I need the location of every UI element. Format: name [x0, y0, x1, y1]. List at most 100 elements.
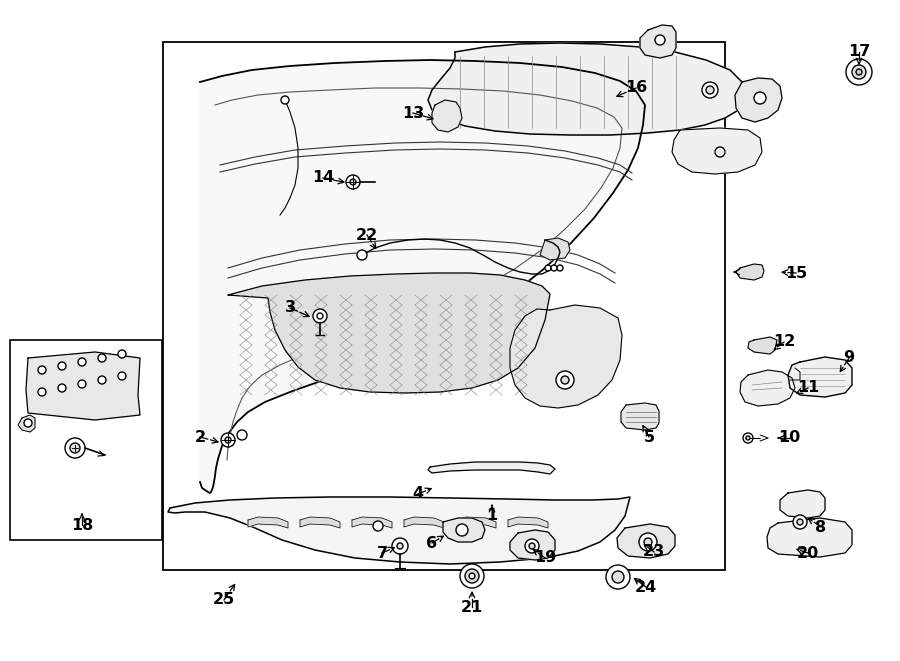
Circle shape	[38, 388, 46, 396]
Circle shape	[639, 533, 657, 551]
Polygon shape	[428, 462, 555, 474]
Circle shape	[702, 82, 718, 98]
Circle shape	[793, 515, 807, 529]
Polygon shape	[300, 517, 340, 528]
Circle shape	[65, 438, 85, 458]
Text: 23: 23	[643, 545, 665, 559]
Polygon shape	[248, 517, 288, 528]
Text: 12: 12	[773, 334, 795, 350]
Circle shape	[397, 543, 403, 549]
Circle shape	[746, 436, 750, 440]
Circle shape	[237, 430, 247, 440]
Circle shape	[350, 179, 356, 185]
Circle shape	[456, 524, 468, 536]
Circle shape	[612, 571, 624, 583]
Text: 9: 9	[843, 350, 855, 366]
Circle shape	[465, 569, 479, 583]
Polygon shape	[736, 264, 764, 280]
Polygon shape	[404, 517, 444, 528]
Circle shape	[551, 265, 557, 271]
Text: 1: 1	[486, 508, 498, 524]
Polygon shape	[443, 518, 485, 542]
Circle shape	[743, 433, 753, 443]
Circle shape	[715, 147, 725, 157]
Text: 21: 21	[461, 600, 483, 615]
Polygon shape	[735, 78, 782, 122]
Text: 16: 16	[625, 81, 647, 95]
Polygon shape	[26, 352, 140, 420]
Circle shape	[373, 521, 383, 531]
Text: 18: 18	[71, 518, 93, 533]
Polygon shape	[740, 370, 795, 406]
Polygon shape	[352, 517, 392, 528]
Text: 8: 8	[815, 520, 826, 535]
Polygon shape	[456, 517, 496, 528]
Polygon shape	[168, 497, 630, 564]
Text: 5: 5	[644, 430, 654, 444]
Circle shape	[545, 265, 551, 271]
Circle shape	[70, 443, 80, 453]
Circle shape	[606, 565, 630, 589]
Polygon shape	[621, 403, 659, 430]
Circle shape	[469, 573, 475, 579]
Polygon shape	[228, 273, 550, 393]
Circle shape	[655, 35, 665, 45]
Circle shape	[525, 539, 539, 553]
Circle shape	[98, 376, 106, 384]
Circle shape	[281, 96, 289, 104]
Circle shape	[856, 69, 862, 75]
Polygon shape	[508, 517, 548, 528]
Text: 6: 6	[427, 535, 437, 551]
Text: 4: 4	[412, 486, 424, 502]
Polygon shape	[540, 238, 570, 260]
Circle shape	[78, 380, 86, 388]
Polygon shape	[617, 524, 675, 558]
Polygon shape	[788, 357, 852, 397]
Text: 15: 15	[785, 266, 807, 280]
Circle shape	[78, 358, 86, 366]
Polygon shape	[780, 490, 825, 518]
Circle shape	[225, 437, 231, 443]
Text: 22: 22	[356, 227, 378, 243]
Circle shape	[98, 354, 106, 362]
Text: 17: 17	[848, 44, 870, 59]
Polygon shape	[432, 100, 462, 132]
Polygon shape	[767, 518, 852, 557]
Circle shape	[460, 564, 484, 588]
Circle shape	[644, 538, 652, 546]
Text: 3: 3	[284, 301, 295, 315]
Circle shape	[38, 366, 46, 374]
Circle shape	[706, 86, 714, 94]
Circle shape	[392, 538, 408, 554]
Text: 11: 11	[796, 381, 819, 395]
Circle shape	[24, 419, 32, 427]
Polygon shape	[510, 305, 622, 408]
Circle shape	[846, 59, 872, 85]
Text: 20: 20	[796, 545, 819, 561]
Polygon shape	[18, 415, 35, 432]
Circle shape	[58, 384, 66, 392]
Text: 24: 24	[634, 580, 657, 594]
Circle shape	[797, 519, 803, 525]
Text: 19: 19	[534, 551, 556, 566]
Text: 7: 7	[376, 545, 388, 561]
Circle shape	[357, 250, 367, 260]
Text: 25: 25	[213, 592, 235, 607]
Text: 13: 13	[402, 106, 424, 120]
Circle shape	[118, 372, 126, 380]
Circle shape	[118, 350, 126, 358]
Circle shape	[317, 313, 323, 319]
Bar	[10, 340, 162, 540]
Circle shape	[346, 175, 360, 189]
Circle shape	[561, 376, 569, 384]
Circle shape	[557, 265, 563, 271]
Circle shape	[221, 433, 235, 447]
Circle shape	[58, 362, 66, 370]
Polygon shape	[672, 128, 762, 174]
Circle shape	[313, 309, 327, 323]
Bar	[163, 42, 725, 570]
Text: 2: 2	[194, 430, 205, 444]
Polygon shape	[428, 43, 748, 135]
Polygon shape	[510, 530, 555, 560]
Circle shape	[556, 371, 574, 389]
